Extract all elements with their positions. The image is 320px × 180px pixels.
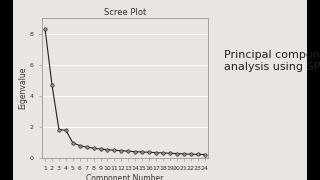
Y-axis label: Eigenvalue: Eigenvalue: [18, 67, 27, 109]
X-axis label: Component Number: Component Number: [86, 174, 164, 180]
Title: Scree Plot: Scree Plot: [104, 8, 146, 17]
Text: Principal components
analysis using SPSS: Principal components analysis using SPSS: [224, 50, 320, 72]
